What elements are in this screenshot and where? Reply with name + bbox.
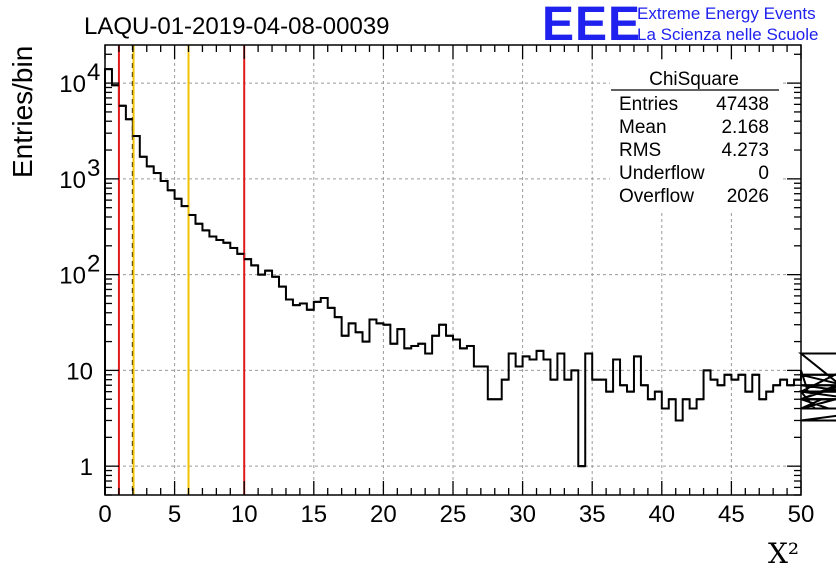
axis-ticks [104, 45, 802, 496]
x-tick-label: 20 [370, 501, 397, 528]
eee-logo: EEE Extreme Energy Events La Scienza nel… [542, 0, 818, 51]
x-tick-labels: 0 5 10 15 20 25 30 35 40 45 50 [98, 501, 814, 528]
stats-value: 4.273 [721, 140, 769, 161]
grid [105, 45, 801, 495]
y-tick-label: 10 [59, 71, 86, 98]
x-tick-label: 35 [579, 501, 606, 528]
chart-title: LAQU-01-2019-04-08-00039 [84, 13, 390, 40]
x-tick-label: 45 [718, 501, 745, 528]
x-tick-label: 10 [231, 501, 258, 528]
stats-value: 2.168 [721, 117, 769, 138]
y-tick-exponent: 3 [87, 155, 100, 182]
stats-label: RMS [619, 140, 661, 161]
x-axis-label: X² [768, 537, 799, 570]
y-tick-label: 10 [66, 358, 93, 385]
stats-title: ChiSquare [649, 69, 739, 90]
stats-box: ChiSquare Entries 47438 Mean 2.168 RMS 4.273 U… [610, 62, 780, 210]
x-tick-label: 40 [648, 501, 675, 528]
stats-label: Entries [619, 94, 678, 115]
logo-mark: EEE [542, 0, 641, 51]
y-tick-label: 10 [59, 167, 86, 194]
y-tick-exponent: 4 [87, 59, 100, 86]
y-tick-exponent: 2 [87, 251, 100, 278]
y-tick-label: 10 [59, 263, 86, 290]
marker-lines [117, 45, 246, 495]
stats-label: Mean [619, 117, 667, 138]
stats-box-bg [610, 62, 780, 210]
x-tick-label: 50 [788, 501, 815, 528]
histogram-bins [105, 68, 836, 468]
stats-value: 0 [758, 163, 769, 184]
stats-label: Overflow [619, 186, 694, 207]
stats-value: 47438 [716, 94, 769, 115]
x-tick-label: 5 [168, 501, 181, 528]
logo-line-1: Extreme Energy Events [637, 4, 816, 23]
x-tick-label: 25 [440, 501, 467, 528]
x-tick-label: 0 [98, 501, 111, 528]
x-tick-label: 30 [509, 501, 536, 528]
y-tick-label: 1 [80, 454, 93, 481]
x-tick-label: 15 [300, 501, 327, 528]
logo-line-2: La Scienza nelle Scuole [637, 25, 818, 44]
stats-label: Underflow [619, 163, 705, 184]
stats-value: 2026 [727, 186, 769, 207]
y-axis-label: Entries/bin [7, 46, 38, 178]
